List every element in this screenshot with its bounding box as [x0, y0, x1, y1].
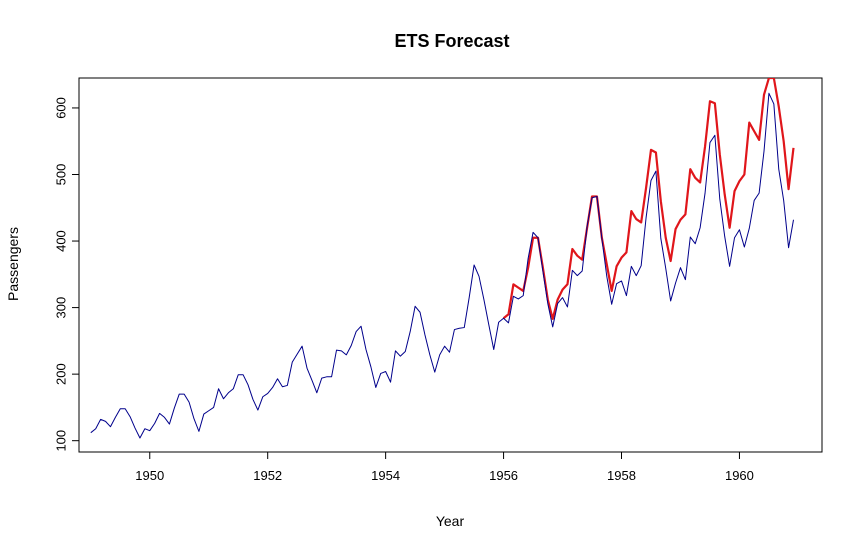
plot-area — [90, 78, 795, 439]
x-tick-label: 1958 — [607, 468, 636, 483]
x-tick-label: 1952 — [253, 468, 282, 483]
y-tick-label: 300 — [54, 297, 69, 319]
plot-frame — [78, 77, 823, 453]
chart-title: ETS Forecast — [394, 31, 509, 51]
x-tick-label: 1956 — [489, 468, 518, 483]
y-tick-label: 600 — [54, 97, 69, 119]
y-tick-label: 500 — [54, 164, 69, 186]
y-axis-label: Passengers — [5, 227, 21, 301]
x-axis: 1950 1952 1954 1956 1958 1960 — [135, 451, 754, 483]
actual-series-line — [90, 92, 794, 439]
y-axis: 100 200 300 400 500 600 — [54, 97, 80, 452]
y-tick-label: 400 — [54, 230, 69, 252]
forecast-series-line — [502, 78, 795, 320]
x-axis-label: Year — [436, 513, 465, 529]
y-tick-label: 200 — [54, 363, 69, 385]
x-tick-label: 1950 — [135, 468, 164, 483]
x-tick-label: 1954 — [371, 468, 400, 483]
y-tick-label: 100 — [54, 430, 69, 452]
x-tick-label: 1960 — [725, 468, 754, 483]
